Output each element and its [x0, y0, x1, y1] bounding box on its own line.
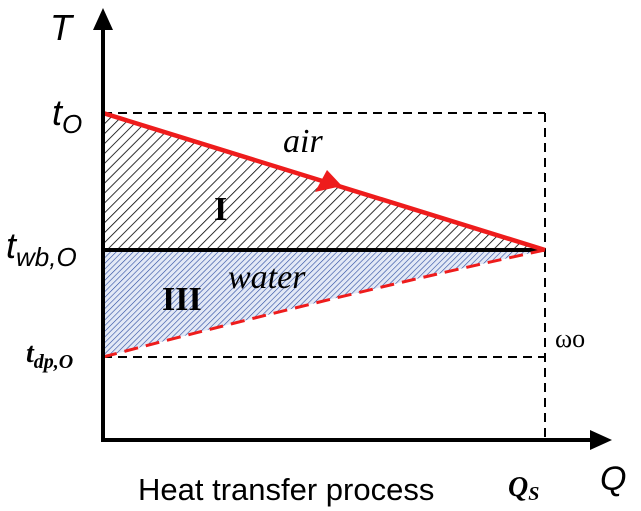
t-o-label: tO	[52, 92, 82, 139]
y-axis-label: T	[50, 7, 75, 48]
region-1-label: I	[214, 191, 227, 228]
water-label: water	[228, 259, 306, 296]
y-axis-arrow-icon	[93, 8, 113, 30]
region-3-fill	[103, 250, 545, 357]
air-label: air	[283, 123, 323, 160]
t-dp-o-label: tdp,O	[26, 338, 73, 373]
omega-o-label: ωo	[555, 324, 585, 353]
qs-label: QS	[508, 472, 539, 505]
region-3-label: III	[162, 281, 202, 318]
t-wb-o-label: twb,O	[6, 225, 77, 272]
caption: Heat transfer process	[138, 472, 434, 507]
x-axis-label: Q	[600, 460, 626, 498]
air-arrow-icon	[315, 170, 342, 192]
x-axis-arrow-icon	[590, 430, 612, 450]
water-line	[102, 248, 546, 359]
